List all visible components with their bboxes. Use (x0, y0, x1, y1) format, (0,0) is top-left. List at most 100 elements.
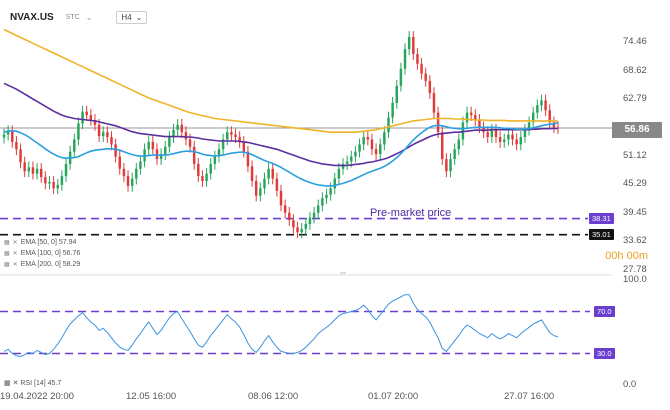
candle-body (242, 141, 246, 152)
close-icon[interactable]: ✕ (12, 251, 18, 257)
candle-body (445, 159, 448, 172)
y-tick-label: 68.62 (623, 64, 647, 76)
candle-body (164, 146, 167, 155)
candle-body (172, 129, 175, 138)
candle-body (267, 168, 270, 179)
ema50-line (3, 121, 559, 187)
chevron-down-icon: ⌄ (135, 12, 143, 22)
candle-body (60, 176, 64, 185)
legend-rsi-label: RSI [14] 45.7 (20, 380, 62, 387)
candle-body (147, 141, 150, 150)
candle-body (205, 173, 208, 182)
candle-body (93, 119, 97, 125)
candle-body (118, 156, 121, 169)
candle-body (168, 137, 171, 147)
grid-icon: ▦ (4, 240, 10, 246)
rsi-series (0, 294, 590, 358)
legend-ema50[interactable]: ▦ ✕ EMA [50, 0] 57.94 (4, 239, 76, 246)
candle-body (395, 85, 398, 103)
y-tick-label: 45.29 (623, 178, 647, 190)
candle-body (201, 176, 204, 182)
candle-body (374, 149, 378, 155)
candle-body (536, 105, 539, 113)
y-tick-label: 27.78 (623, 264, 647, 275)
candle-body (101, 132, 105, 137)
level-badge: 35.01 (589, 228, 614, 240)
candle-body (358, 144, 361, 152)
candle-body (31, 167, 35, 174)
candle-body (519, 137, 523, 145)
candle-body (2, 134, 6, 138)
candle-body (139, 161, 142, 169)
candle-body (126, 176, 130, 186)
candle-body (366, 137, 370, 140)
candle-body (275, 178, 279, 191)
candle-body (81, 111, 84, 124)
candle-body (52, 181, 55, 189)
candle-body (527, 122, 531, 130)
chart-toolbar: NVAX.US STC ⌄ H4 ⌄ (10, 8, 148, 26)
candlestick-series (2, 31, 560, 239)
candle-body (230, 132, 233, 135)
legend-rsi[interactable]: ▦ ✕ RSI [14] 45.7 (4, 379, 61, 387)
legend-ema100[interactable]: ▦ ✕ EMA [100, 0] 56.76 (4, 250, 80, 257)
candle-body (114, 144, 117, 157)
candle-body (420, 63, 423, 74)
rsi-level-badge: 70.0 (594, 305, 615, 317)
candle-body (337, 168, 341, 179)
candle-body (548, 110, 551, 123)
symbol-sub: STC (65, 13, 80, 21)
legend-ema200-label: EMA [200, 0] 58.29 (20, 261, 81, 268)
grid-icon: ▦ (4, 251, 10, 257)
bar-countdown: 00h 00m (605, 250, 648, 262)
candle-body (449, 159, 452, 172)
candle-body (511, 134, 514, 140)
grid-icon: ▦ (4, 380, 11, 387)
level-badge: 38.31 (589, 212, 614, 224)
y-tick-label: 74.46 (623, 36, 647, 47)
candle-body (288, 212, 291, 221)
chevron-down-icon[interactable]: ⌄ (85, 12, 93, 22)
current-price-badge: 56.86 (612, 122, 662, 138)
candle-body (259, 188, 262, 196)
candle-body (428, 80, 432, 94)
candle-body (432, 93, 436, 113)
candle-body (341, 163, 345, 169)
candle-body (106, 132, 109, 138)
candle-body (316, 205, 320, 213)
candle-body (85, 111, 88, 116)
close-icon[interactable]: ✕ (12, 240, 18, 246)
candle-body (89, 115, 93, 120)
candle-body (507, 134, 510, 140)
candle-body (436, 112, 440, 133)
candle-body (544, 100, 547, 111)
candle-body (180, 124, 184, 133)
candle-body (362, 137, 365, 145)
candle-body (304, 223, 308, 229)
close-icon[interactable]: ✕ (12, 262, 18, 268)
candle-body (523, 129, 527, 138)
x-tick-label: 12.05 16:00 (126, 391, 177, 402)
ema-lines (3, 28, 559, 187)
candle-body (56, 184, 59, 189)
close-icon[interactable]: ✕ (12, 380, 19, 387)
candle-body (329, 188, 332, 195)
candle-body (122, 168, 126, 177)
y-tick-label: 39.45 (623, 207, 647, 218)
candle-body (494, 129, 498, 138)
symbol-name[interactable]: NVAX.US (10, 11, 54, 23)
candle-body (465, 112, 469, 123)
candle-body (412, 36, 415, 55)
timeframe-select[interactable]: H4 ⌄ (116, 10, 148, 24)
candle-body (399, 68, 403, 86)
candle-body (424, 73, 427, 81)
candle-body (321, 198, 324, 206)
candle-body (354, 151, 357, 157)
legend-ema200[interactable]: ▦ ✕ EMA [200, 0] 58.29 (4, 261, 80, 268)
rsi-tick-label: 100.0 (623, 274, 647, 285)
candle-body (19, 149, 22, 163)
timeframe-value: H4 (121, 12, 132, 22)
ema200-line (3, 28, 559, 133)
candle-body (503, 139, 506, 142)
